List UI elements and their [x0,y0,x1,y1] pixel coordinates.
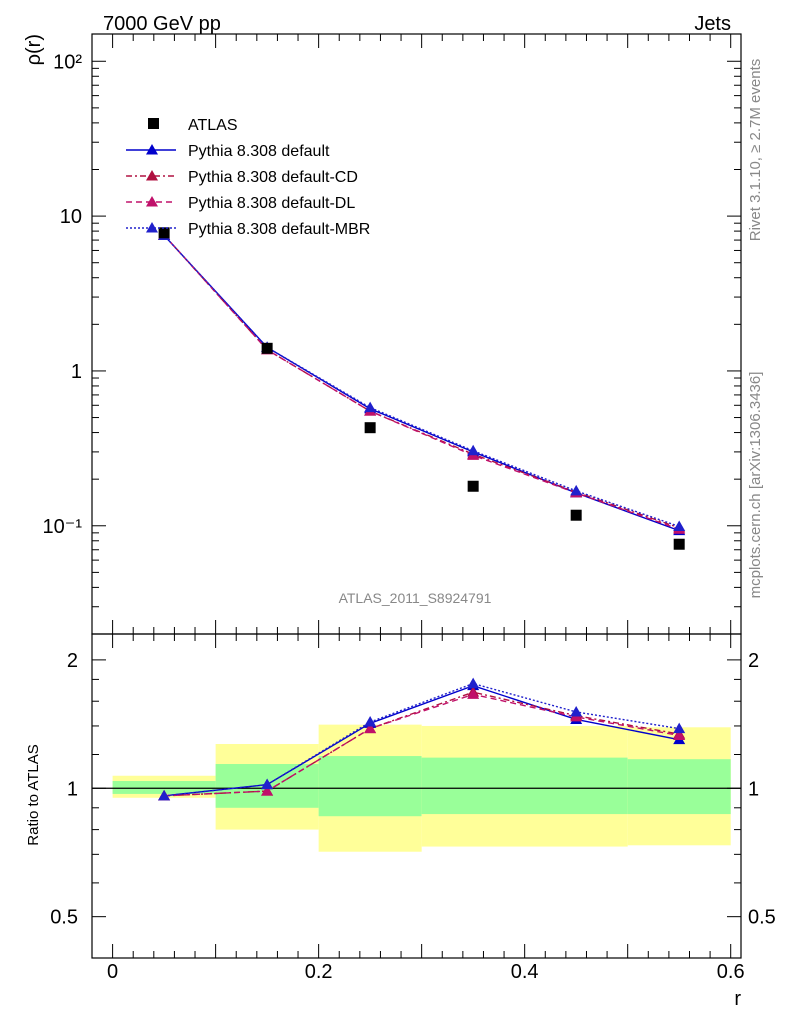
legend-label: Pythia 8.308 default-DL [188,195,355,212]
atlas-data-point [364,422,376,434]
axes-frame [91,33,742,959]
series-line [163,234,680,529]
legend: ATLAS Pythia 8.308 default Pythia 8.308 de… [126,117,370,238]
series-line [163,234,680,528]
legend-marker [146,222,158,233]
series-line [163,234,680,530]
analysis-id-label: ATLAS_2011_S8924791 [339,590,492,606]
legend-label: Pythia 8.308 default-MBR [188,221,370,238]
legend-marker [146,196,158,207]
ratio-point [261,778,274,790]
atlas-data-point [570,509,582,521]
ratio-point [364,716,377,727]
energy-label: 7000 GeV pp [103,13,221,35]
x-tick-label: 0.2 [305,961,333,983]
axis-ticks: 0 0.2 0.4 0.6 10⁻¹ 1 10 10² 0.5 0.5 1 1 2 2 [43,34,776,983]
process-label: Jets [694,13,731,35]
atlas-data-point [261,342,273,354]
ratio-y-tick-label-left: 2 [67,650,78,672]
ratio-point [467,688,480,699]
series-point [467,444,480,456]
main-y-tick-label: 1 [71,361,82,383]
ratio-y-tick-label-right: 2 [748,650,759,672]
ratio-line [164,693,680,797]
ratio-y-tick-label-left: 1 [67,778,78,800]
rivet-label: Rivet 3.1.10, ≥ 2.7M events [747,59,764,242]
ratio-point [673,729,686,740]
x-tick-label: 0 [107,961,118,983]
atlas-data-point [467,480,479,492]
ratio-line [164,684,680,797]
ratio-point [158,789,171,801]
ratio-point [261,785,274,796]
ratio-point [364,722,377,734]
series-point [570,484,583,496]
ratio-y-axis-title: Ratio to ATLAS [25,744,42,845]
inner-band [627,759,731,815]
ratio-uncertainty-bands [112,724,731,852]
atlas-data-point [158,227,170,239]
legend-marker [148,118,159,129]
x-tick-label: 0.4 [511,961,539,983]
x-axis-title: r [734,988,741,1010]
legend-marker [146,144,158,155]
ratio-y-tick-label-right: 1 [748,778,759,800]
inner-band [112,781,216,794]
inner-band [318,756,422,817]
series-point [364,401,377,413]
legend-marker [146,170,158,181]
ratio-y-tick-label-right: 0.5 [748,907,776,929]
ratio-point [467,677,480,689]
legend-label: Pythia 8.308 default [188,143,330,160]
ratio-point [673,722,686,734]
series-point [673,520,686,531]
main-y-tick-label: 10⁻¹ [43,516,83,538]
ratio-y-tick-label-left: 0.5 [50,907,78,929]
legend-label: ATLAS [188,117,238,134]
main-y-tick-label: 10² [53,51,82,73]
x-tick-label: 0.6 [717,961,745,983]
main-panel-series [158,227,686,550]
inner-band [421,757,628,815]
ratio-point [570,705,583,717]
main-y-tick-label: 10 [60,206,82,228]
main-y-axis-title: ρ(r) [23,34,45,65]
legend-label: Pythia 8.308 default-CD [188,169,358,186]
series-line [163,234,680,532]
mcplots-label: mcplots.cern.ch [arXiv:1306.3436] [747,372,764,599]
ratio-panel-series [158,677,686,801]
atlas-data-point [673,538,685,550]
ratio-frame [91,633,742,959]
